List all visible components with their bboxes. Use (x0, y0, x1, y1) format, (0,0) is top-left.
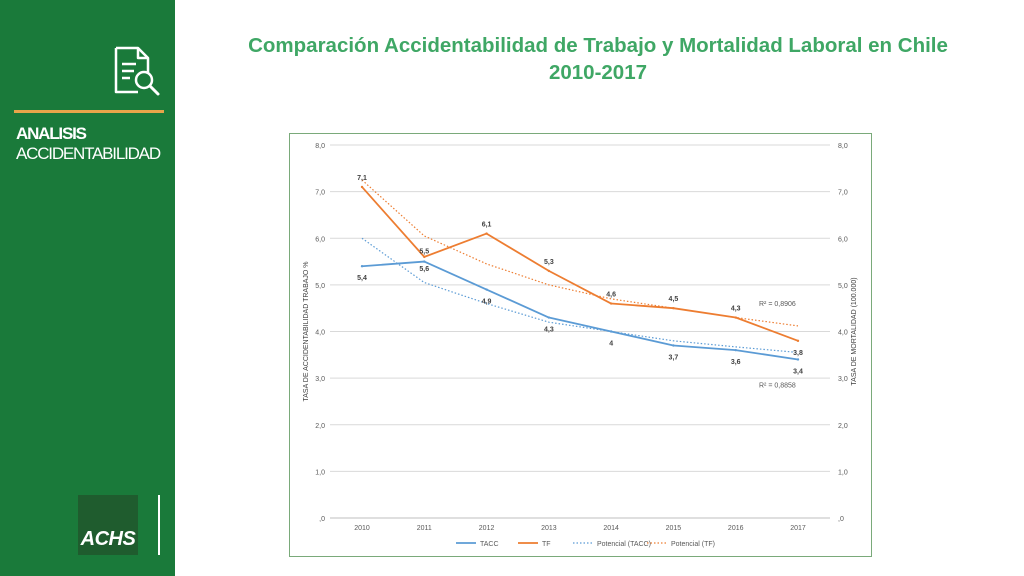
data-point (672, 306, 675, 310)
y-tick-label: 3,0 (315, 376, 325, 383)
sidebar: ANALISIS ACCIDENTABILIDAD ACHS (0, 0, 175, 576)
data-point (485, 232, 488, 235)
sidebar-divider (14, 110, 164, 113)
data-point (734, 316, 737, 319)
data-label: 6,1 (482, 222, 492, 229)
data-label: 4,3 (544, 327, 554, 334)
y-tick-label: 2,0 (315, 423, 325, 430)
y2-tick-label: 4,0 (838, 330, 848, 337)
legend-label: Potencial (TF) (671, 541, 715, 548)
legend-label: Potencial (TACC) (597, 541, 651, 548)
data-point (360, 185, 364, 189)
y-tick-label: 1,0 (315, 469, 325, 476)
y-tick-label: 7,0 (315, 190, 325, 197)
x-tick-label: 2016 (728, 525, 744, 532)
x-tick-label: 2011 (417, 525, 432, 532)
x-tick-label: 2012 (479, 525, 495, 532)
data-point (423, 260, 426, 263)
data-point (547, 316, 551, 319)
section-title-bold: ANALISIS (16, 124, 87, 143)
page-title-line1: Comparación Accidentabilidad de Trabajo … (248, 34, 948, 57)
y2-tick-label: 8,0 (838, 143, 848, 150)
legend-label: TACC (480, 541, 499, 548)
y2-tick-label: 5,0 (838, 283, 848, 290)
data-point (360, 265, 364, 268)
page-title: Comparación Accidentabilidad de Trabajo … (190, 32, 1006, 86)
data-point (547, 269, 551, 273)
y2-tick-label: 2,0 (838, 423, 848, 430)
r-squared-label: R² = 0,8858 (759, 382, 796, 389)
y-axis-title: TASA DE ACCIDENTABILIDAD TRABAJO % (303, 261, 310, 401)
trendline (361, 237, 799, 354)
line-chart: ,0 ,0 1,0 1,0 2,0 2,0 3,0 3,0 4,0 4,0 5,0 5,0 6,0 6,0… (303, 143, 858, 548)
y2-tick-label: 7,0 (838, 190, 848, 197)
data-label: 4,5 (669, 296, 679, 303)
data-label: 5,3 (544, 259, 554, 266)
series-line (361, 186, 799, 342)
data-label: 4 (609, 341, 613, 348)
data-point (423, 255, 426, 259)
chart-frame: ,0 ,0 1,0 1,0 2,0 2,0 3,0 3,0 4,0 4,0 5,0 5,0 6,0 6,0… (289, 133, 872, 557)
y-tick-label: 4,0 (315, 330, 325, 337)
y-tick-label: 5,0 (315, 283, 325, 290)
section-title: ANALISIS ACCIDENTABILIDAD (16, 124, 161, 164)
document-search-icon (114, 46, 160, 96)
y2-axis-title: TASA DE MORTALIDAD (100.000) (851, 277, 858, 385)
r-squared-label: R² = 0,8906 (759, 301, 796, 308)
x-tick-label: 2010 (354, 525, 370, 532)
x-tick-label: 2013 (541, 525, 557, 532)
x-tick-label: 2014 (603, 525, 619, 532)
achs-logo: ACHS (78, 495, 138, 555)
data-point (734, 348, 737, 352)
y2-tick-label: ,0 (838, 516, 844, 523)
page-title-line2: 2010-2017 (548, 61, 648, 84)
data-point (609, 330, 613, 333)
y-tick-label: 6,0 (315, 236, 325, 243)
data-label: 5,5 (419, 249, 429, 256)
data-label: 4,6 (606, 292, 616, 299)
data-point (485, 288, 488, 291)
data-label: 5,6 (419, 266, 429, 273)
y2-tick-label: 6,0 (838, 236, 848, 243)
y-tick-label: ,0 (319, 516, 325, 523)
data-point (796, 339, 800, 343)
legend-label: TF (542, 541, 551, 548)
data-label: 7,1 (357, 175, 367, 182)
x-tick-label: 2017 (790, 525, 806, 532)
section-subtitle: ACCIDENTABILIDAD (16, 144, 161, 163)
trendline (361, 179, 799, 327)
y2-tick-label: 3,0 (838, 376, 848, 383)
data-label: 3,6 (731, 359, 741, 366)
logo-divider (158, 495, 160, 555)
y2-tick-label: 1,0 (838, 469, 848, 476)
data-label: 3,8 (793, 350, 803, 357)
series-line (361, 260, 799, 361)
data-label: 4,9 (482, 299, 492, 306)
data-point (796, 358, 800, 361)
data-point (609, 302, 613, 305)
data-label: 4,3 (731, 306, 741, 313)
data-label: 3,7 (669, 354, 679, 361)
y-tick-label: 8,0 (315, 143, 325, 150)
x-tick-label: 2015 (666, 525, 682, 532)
data-label: 5,4 (357, 275, 367, 282)
data-point (672, 344, 675, 347)
data-label: 3,4 (793, 368, 803, 375)
